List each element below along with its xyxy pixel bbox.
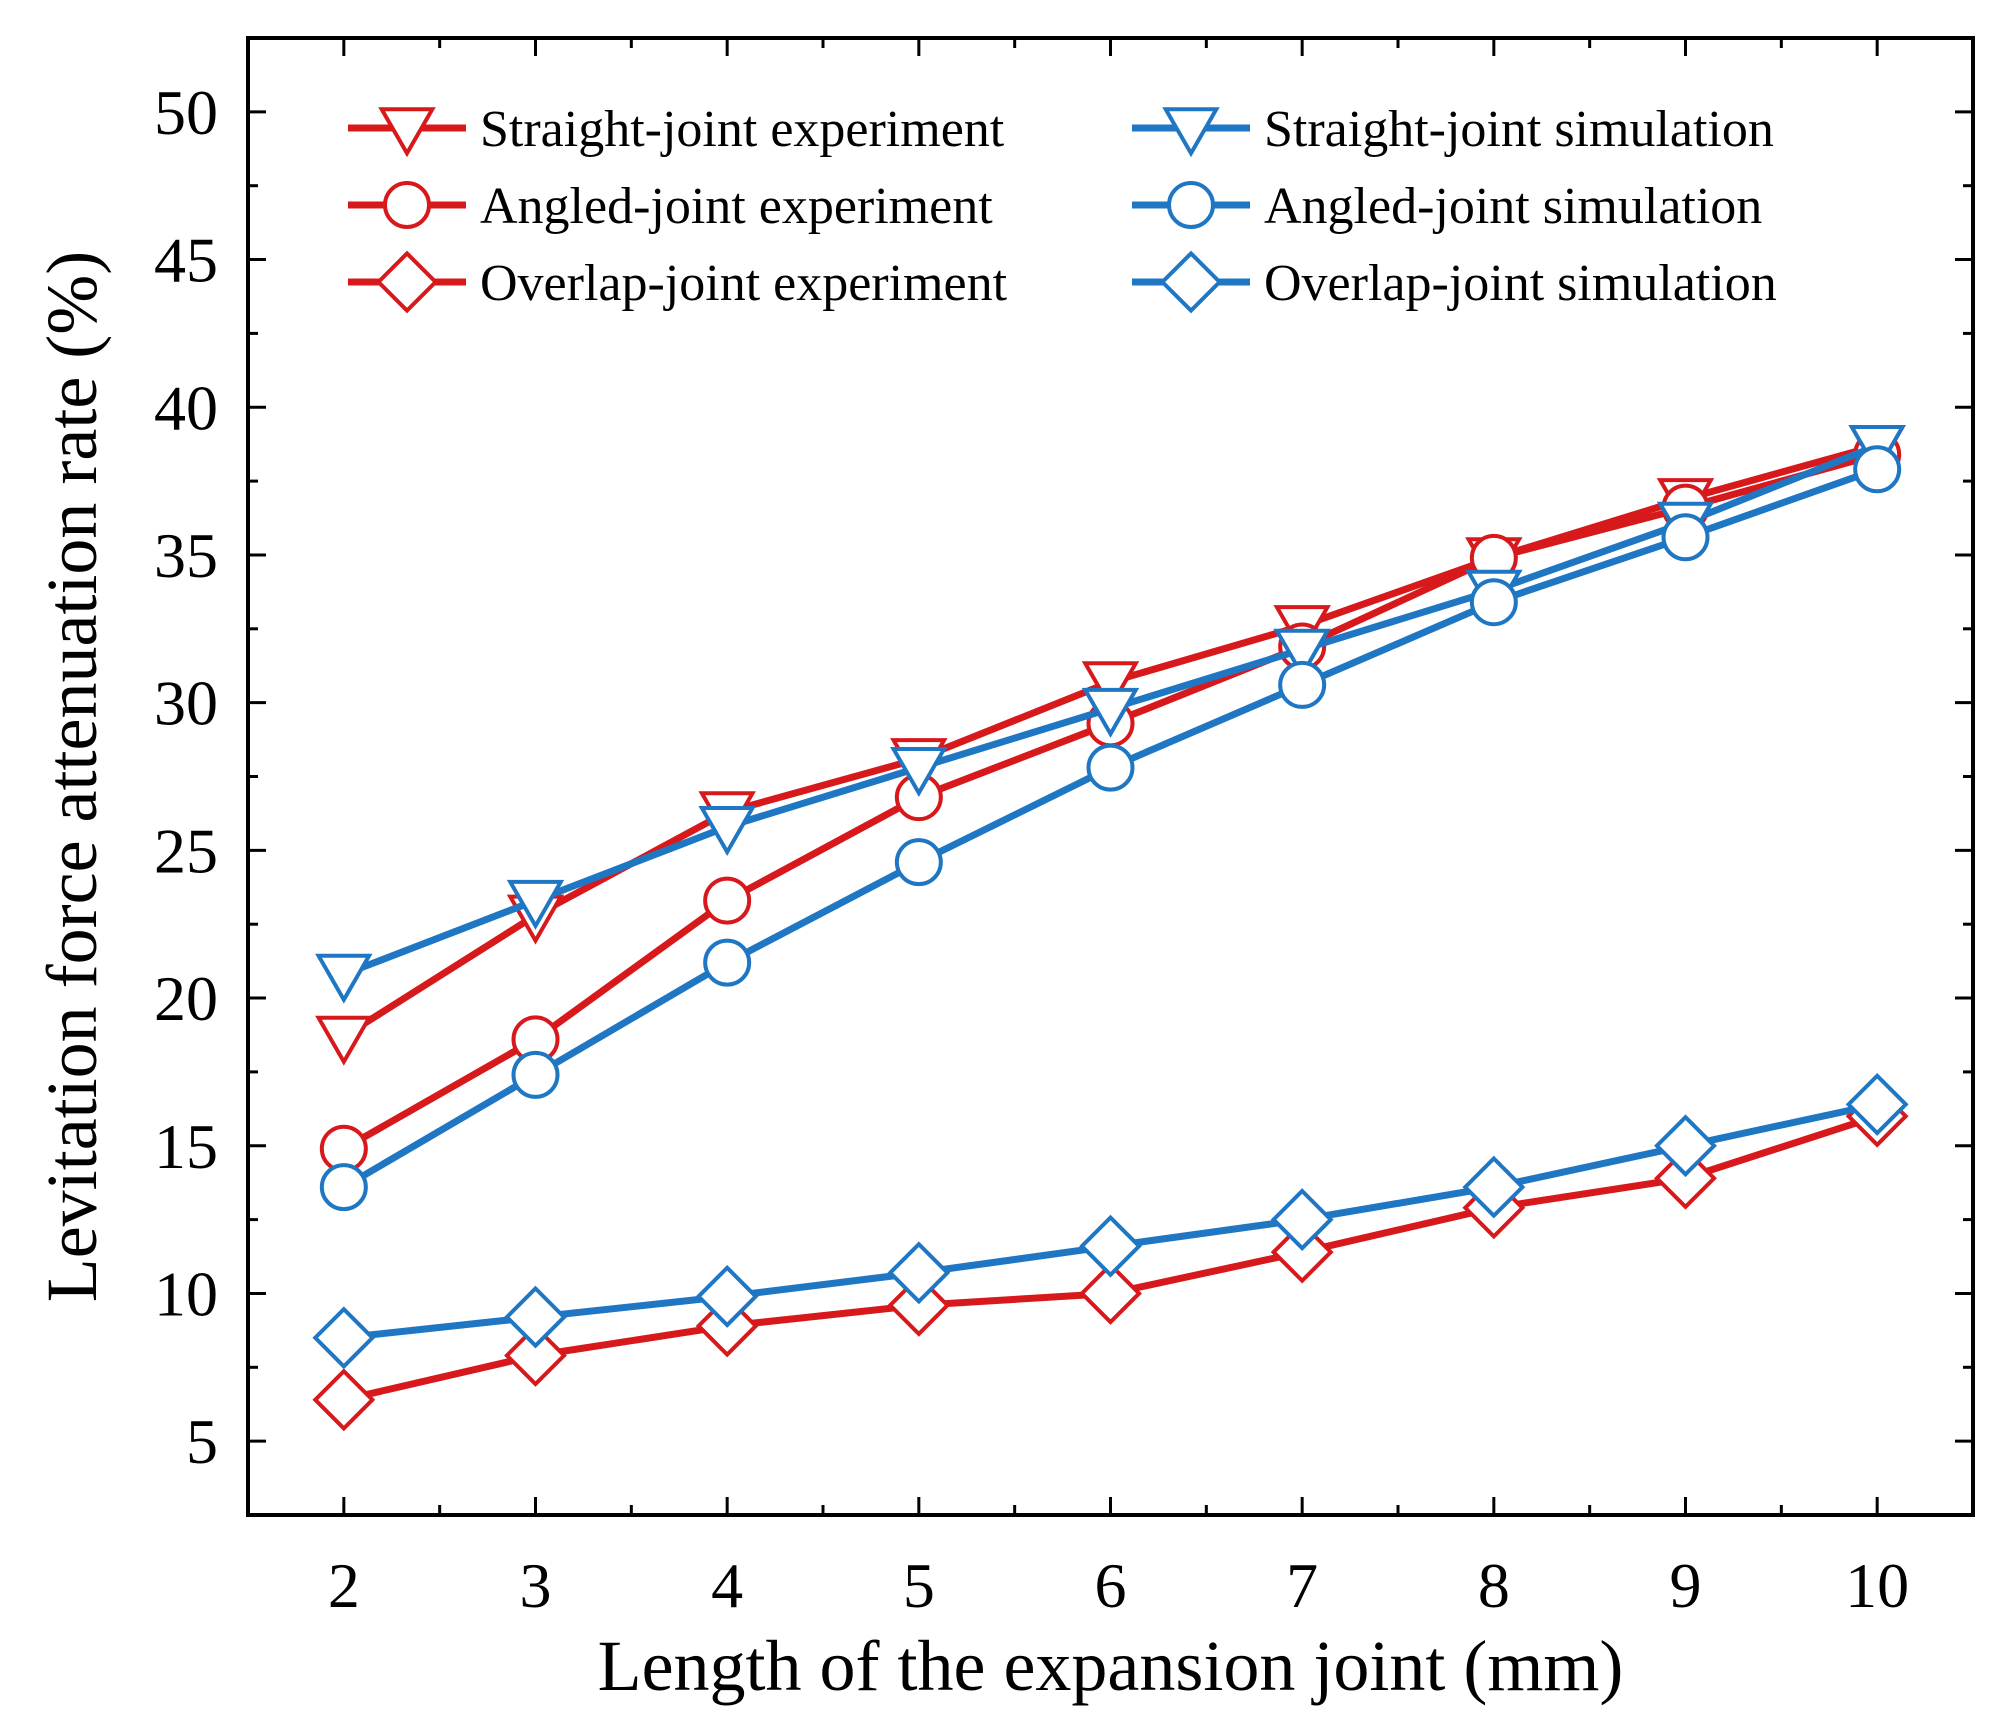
- legend-label: Straight-joint simulation: [1264, 101, 1774, 158]
- series-line: [342, 451, 1879, 1152]
- plot-area-frame: [246, 36, 1975, 1517]
- data-point: [1845, 1072, 1909, 1136]
- data-point: [890, 746, 948, 797]
- series-layer: [312, 424, 1909, 1432]
- y-tick-label: 5: [186, 1406, 218, 1477]
- y-tick-label: 20: [154, 963, 218, 1034]
- legend-label: Overlap-joint simulation: [1264, 255, 1777, 312]
- data-point: [1654, 1114, 1717, 1178]
- legend-marker: [375, 250, 439, 314]
- legend-marker: [1162, 107, 1220, 158]
- legend-label: Overlap-joint experiment: [480, 255, 1008, 312]
- data-point: [504, 1324, 567, 1387]
- x-tick-label: 7: [1286, 1550, 1318, 1621]
- legend-item: Straight-joint experiment: [348, 101, 1005, 158]
- series-overlap-joint-simulation: [312, 1072, 1909, 1370]
- data-point: [1661, 513, 1710, 562]
- data-point: [1081, 661, 1140, 712]
- legend-label: Angled-joint simulation: [1264, 178, 1762, 235]
- series-straight-joint-simulation: [315, 424, 1906, 1004]
- legend-item: Overlap-joint simulation: [1132, 250, 1777, 314]
- series-line: [342, 465, 1879, 1191]
- data-point: [887, 1241, 951, 1305]
- data-point: [887, 1273, 951, 1337]
- data-point: [504, 1285, 567, 1349]
- x-axis-title: Length of the expansion joint (mm): [598, 1626, 1624, 1706]
- y-tick-label: 10: [154, 1258, 218, 1329]
- legend-label: Straight-joint experiment: [480, 101, 1005, 158]
- y-tick-label: 15: [154, 1111, 218, 1182]
- data-point: [1270, 1188, 1334, 1252]
- y-axis-title: Levitation force attenuation rate (%): [32, 251, 112, 1303]
- data-point: [1469, 578, 1518, 627]
- legend-marker: [378, 107, 436, 158]
- data-point: [1853, 445, 1902, 494]
- data-point: [703, 938, 752, 987]
- data-point: [1273, 628, 1331, 679]
- data-point: [1079, 1262, 1142, 1325]
- x-tick-label: 9: [1670, 1550, 1702, 1621]
- x-tick-label: 4: [711, 1550, 743, 1621]
- legend-marker: [383, 181, 431, 229]
- data-point: [312, 1368, 376, 1432]
- y-tick-label: 50: [154, 77, 218, 148]
- y-tick-label: 25: [154, 815, 218, 886]
- x-tick-label: 8: [1478, 1550, 1510, 1621]
- series-angled-joint-simulation: [319, 445, 1902, 1212]
- data-point: [698, 806, 756, 857]
- data-point: [894, 838, 943, 887]
- data-point: [695, 1264, 759, 1328]
- y-tick-label: 45: [154, 225, 218, 296]
- data-point: [1462, 1155, 1526, 1219]
- x-tick-label: 2: [328, 1550, 360, 1621]
- legend-item: Angled-joint experiment: [348, 178, 993, 235]
- data-point: [319, 1163, 368, 1212]
- y-tick-label: 35: [154, 520, 218, 591]
- data-point: [506, 879, 565, 930]
- y-tick-label: 30: [154, 668, 218, 739]
- data-point: [703, 876, 752, 925]
- legend-item: Angled-joint simulation: [1132, 178, 1762, 235]
- legend-label: Angled-joint experiment: [480, 178, 993, 235]
- legend-item: Overlap-joint experiment: [348, 250, 1008, 314]
- x-tick-label: 5: [903, 1550, 935, 1621]
- legend-marker: [1167, 181, 1215, 229]
- data-point: [315, 1015, 373, 1066]
- legend-marker: [1159, 250, 1223, 314]
- y-tick-label: 40: [154, 372, 218, 443]
- x-tick-label: 6: [1095, 1550, 1127, 1621]
- data-point: [1081, 687, 1140, 738]
- data-point: [1086, 743, 1135, 792]
- data-point: [1278, 660, 1327, 709]
- legend: Straight-joint experiment Angled-joint ex…: [348, 101, 1777, 314]
- data-point: [1654, 1146, 1717, 1210]
- data-point: [511, 1050, 560, 1099]
- x-tick-label: 10: [1845, 1550, 1909, 1621]
- data-point: [315, 953, 373, 1004]
- data-point: [1079, 1214, 1142, 1278]
- legend-item: Straight-joint simulation: [1132, 101, 1774, 158]
- data-point: [312, 1306, 376, 1370]
- data-point: [1270, 1220, 1334, 1284]
- x-tick-label: 3: [520, 1550, 552, 1621]
